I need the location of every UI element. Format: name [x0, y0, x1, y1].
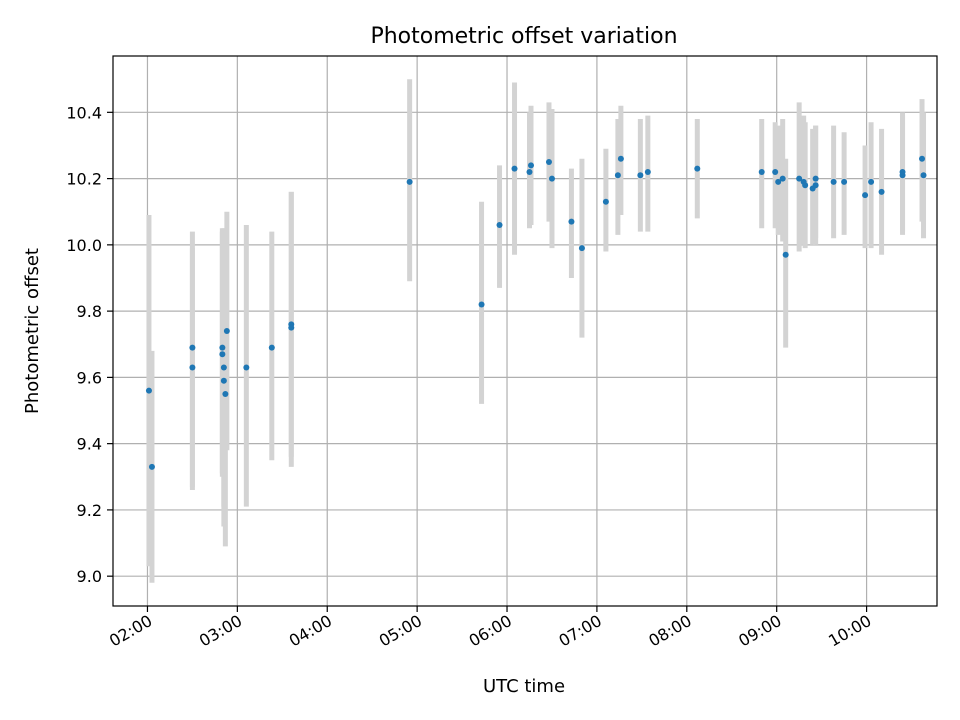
data-point — [602, 198, 609, 205]
data-point — [243, 364, 250, 371]
data-point — [496, 221, 503, 228]
data-point — [220, 377, 227, 384]
y-tick-label: 9.8 — [77, 302, 102, 321]
data-point — [899, 168, 906, 175]
data-point — [841, 178, 848, 185]
data-point — [868, 178, 875, 185]
data-points — [145, 155, 927, 470]
y-tick-label: 9.6 — [77, 368, 102, 387]
data-point — [527, 162, 534, 169]
data-point — [617, 155, 624, 162]
data-point — [222, 390, 229, 397]
data-point — [796, 175, 803, 182]
data-point — [779, 175, 786, 182]
y-tick-label: 10.2 — [66, 170, 102, 189]
data-point — [148, 463, 155, 470]
y-tick-label: 9.0 — [77, 567, 102, 586]
y-axis-label: Photometric offset — [22, 248, 43, 414]
x-axis-label: UTC time — [483, 676, 565, 697]
y-tick-label: 10.4 — [66, 103, 102, 122]
data-point — [782, 251, 789, 258]
plot-frame — [112, 55, 938, 607]
data-point — [511, 165, 518, 172]
chart-title: Photometric offset variation — [370, 24, 677, 49]
data-point — [478, 301, 485, 308]
data-point — [802, 182, 809, 189]
data-point — [920, 172, 927, 179]
data-point — [758, 168, 765, 175]
data-point — [862, 192, 869, 199]
data-point — [772, 168, 779, 175]
data-point — [578, 245, 585, 252]
data-point — [919, 155, 926, 162]
data-point — [812, 182, 819, 189]
data-point — [878, 188, 885, 195]
data-point — [548, 175, 555, 182]
data-point — [637, 172, 644, 179]
data-point — [775, 178, 782, 185]
data-point — [219, 344, 226, 351]
data-point — [830, 178, 837, 185]
data-point — [220, 364, 227, 371]
data-point — [223, 328, 230, 334]
data-point — [545, 159, 552, 166]
data-point — [526, 168, 533, 175]
data-point — [189, 344, 196, 351]
data-point — [644, 168, 651, 175]
data-point — [268, 344, 275, 351]
data-point — [694, 165, 701, 172]
data-point — [568, 218, 575, 225]
y-tick-label: 10.0 — [66, 236, 102, 255]
y-tick-label: 9.4 — [77, 435, 102, 454]
data-point — [812, 175, 819, 182]
data-point — [288, 324, 295, 331]
data-point — [219, 351, 226, 358]
data-point — [406, 178, 413, 185]
y-tick-label: 9.2 — [77, 501, 102, 520]
data-point — [614, 172, 621, 179]
data-point — [145, 387, 152, 394]
data-point — [189, 364, 196, 371]
